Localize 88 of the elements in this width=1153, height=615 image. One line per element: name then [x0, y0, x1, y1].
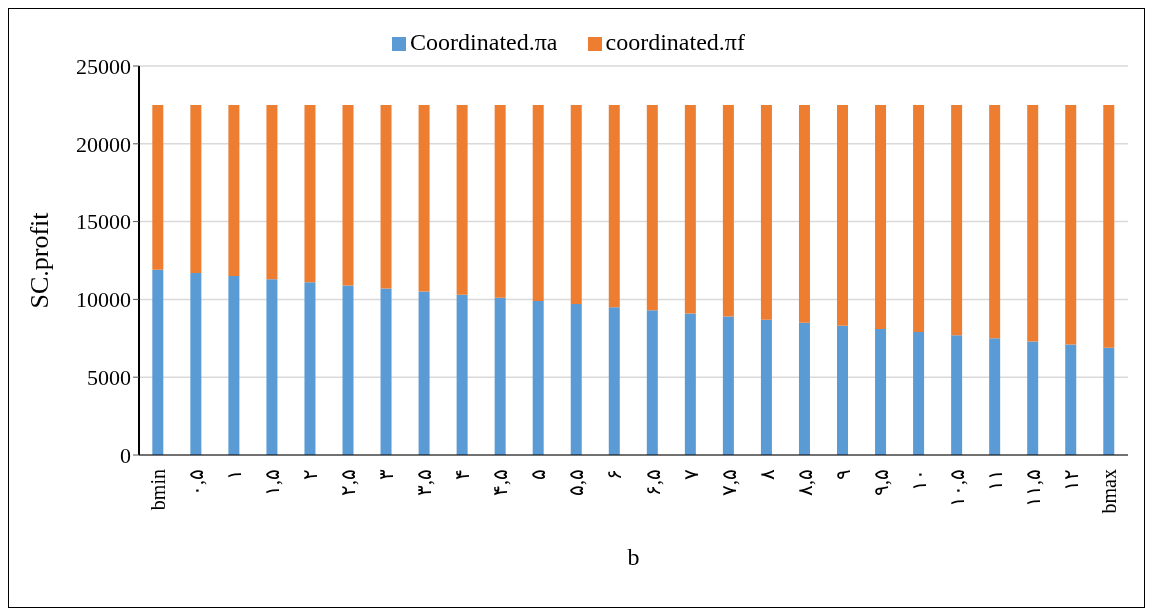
bar	[684, 313, 696, 455]
bar	[1065, 104, 1077, 345]
x-tick-label: ۱۱,۵	[1021, 469, 1044, 507]
legend-label: Coordinated.πa	[410, 29, 558, 55]
bar	[456, 294, 468, 455]
bar	[951, 104, 963, 336]
bar	[152, 104, 164, 270]
x-tick-label: bmin	[147, 469, 170, 511]
bar	[570, 104, 582, 305]
y-tick-label: 15000	[76, 209, 131, 235]
bar	[837, 325, 849, 455]
y-tick-label: 10000	[76, 287, 131, 313]
bar	[875, 104, 887, 329]
bar	[266, 279, 278, 455]
x-tick-label: ۸	[755, 469, 778, 480]
x-tick-label: ۲	[299, 469, 322, 480]
bar	[494, 104, 506, 298]
x-tick-label: ۴,۵	[489, 469, 512, 496]
legend-label: coordinated.πf	[605, 29, 745, 55]
bar	[798, 322, 810, 455]
x-tick-label: ۵,۵	[565, 469, 588, 496]
x-tick-label: ۱	[223, 469, 246, 480]
x-tick-label: ۲,۵	[337, 469, 360, 496]
bar	[532, 300, 544, 455]
x-tick-label: ۱۰	[907, 469, 930, 491]
bar	[798, 104, 810, 323]
bar	[570, 304, 582, 455]
bar	[304, 104, 316, 283]
x-tick-label: ۱۰,۵	[945, 469, 968, 507]
x-tick-label: ۶,۵	[641, 469, 664, 496]
bar	[1027, 104, 1039, 342]
bar	[342, 285, 354, 455]
bar	[722, 104, 734, 317]
bar	[380, 104, 392, 289]
bar	[266, 104, 278, 280]
x-tick-label: ۳,۵	[413, 469, 436, 496]
bar	[608, 104, 620, 308]
x-tick-label: ۷	[679, 469, 702, 480]
bar	[989, 104, 1001, 339]
bar	[875, 328, 887, 455]
bar	[304, 282, 316, 455]
bar	[951, 335, 963, 455]
bar	[228, 276, 240, 455]
bar	[380, 288, 392, 455]
bar	[494, 297, 506, 455]
bar	[684, 104, 696, 314]
bar	[532, 104, 544, 301]
bar	[418, 291, 430, 455]
x-tick-label: ۳	[375, 469, 398, 480]
bar	[760, 319, 772, 455]
x-tick-label: ۴	[451, 469, 474, 480]
x-tick-label: ۱۲	[1059, 469, 1082, 491]
x-tick-label: ۵	[527, 469, 550, 480]
bar	[913, 332, 925, 455]
bar	[646, 310, 658, 455]
x-tick-label: ۹	[831, 469, 854, 480]
bar	[913, 104, 925, 333]
bar	[989, 338, 1001, 455]
bar	[228, 104, 240, 277]
bar	[418, 104, 430, 292]
bar	[760, 104, 772, 320]
bar	[722, 316, 734, 455]
y-tick-label: 0	[120, 442, 131, 468]
x-tick-label: ۹,۵	[869, 469, 892, 496]
bar	[190, 272, 202, 455]
bar	[646, 104, 658, 311]
bar	[1065, 344, 1077, 455]
bar	[1103, 104, 1115, 348]
x-tick-label: ۸,۵	[793, 469, 816, 496]
x-tick-label: ۱,۵	[261, 469, 284, 496]
x-axis-title: b	[627, 544, 640, 570]
x-tick-label: bmax	[1097, 469, 1120, 514]
bar	[190, 104, 202, 273]
y-tick-label: 5000	[87, 365, 131, 391]
bar	[1027, 341, 1039, 455]
bar	[342, 104, 354, 286]
y-tick-label: 25000	[76, 53, 131, 79]
bar	[456, 104, 468, 295]
bar	[608, 307, 620, 455]
x-tick-label: ۶	[603, 469, 626, 480]
bar	[837, 104, 849, 326]
x-tick-label: ۰,۵	[185, 469, 208, 496]
y-axis-title: SC.profit	[25, 211, 55, 309]
bar	[152, 269, 164, 455]
bar	[1103, 347, 1115, 455]
x-tick-label: ۱۱	[983, 469, 1006, 491]
y-tick-label: 20000	[76, 131, 131, 157]
x-tick-label: ۷,۵	[717, 469, 740, 496]
